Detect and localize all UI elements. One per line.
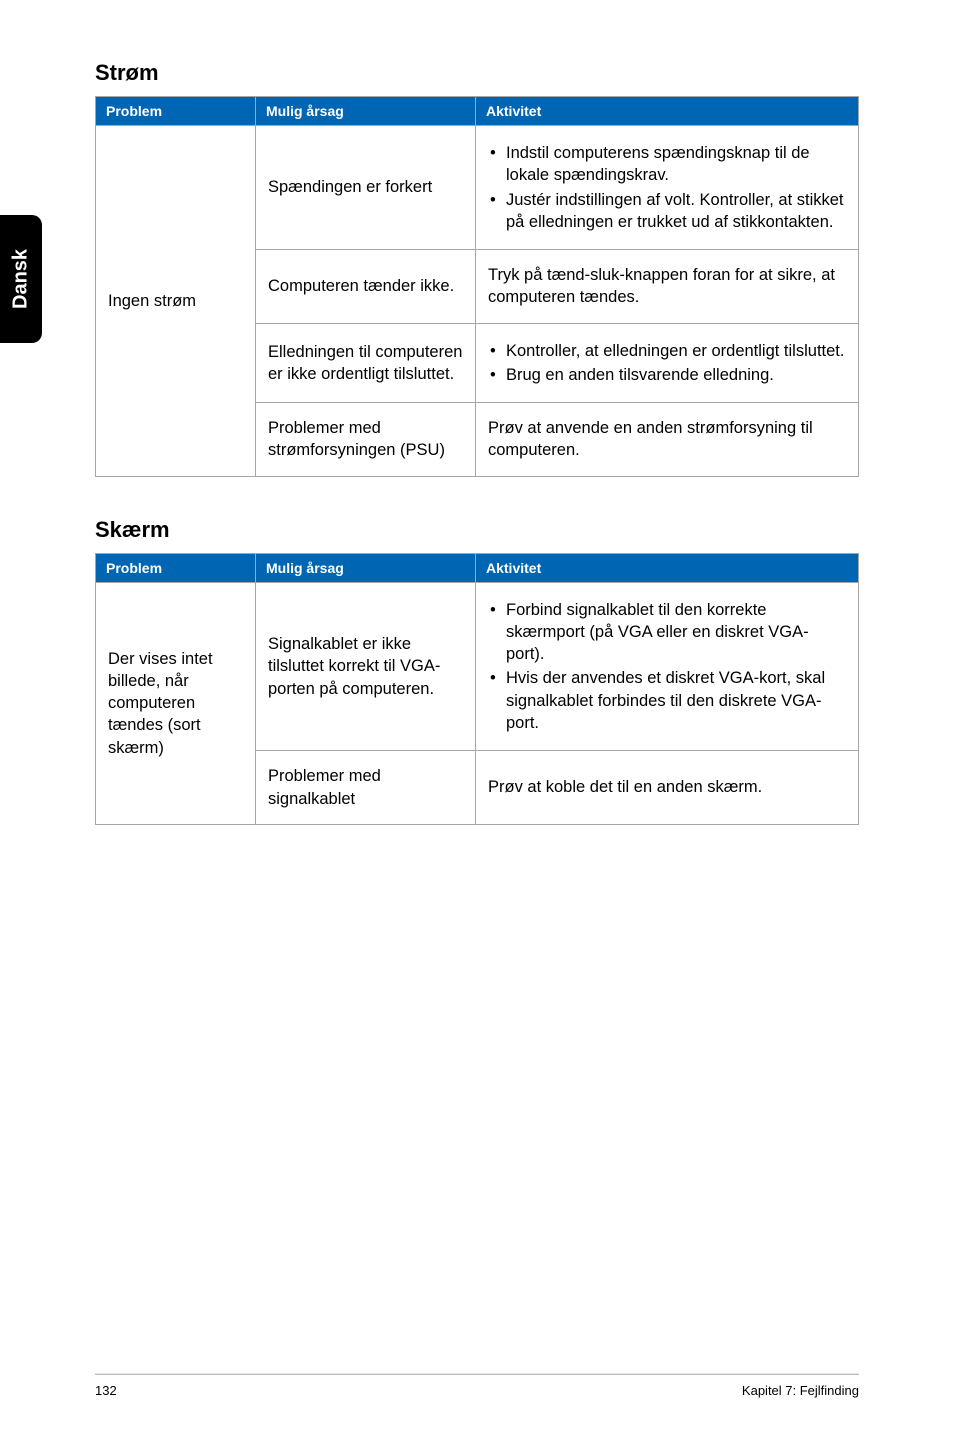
document-page: Dansk Strøm Problem Mulig årsag Aktivite…	[0, 0, 954, 1438]
display-table: Problem Mulig årsag Aktivitet Der vises …	[95, 553, 859, 825]
cause-cell: Elledningen til computeren er ikke orden…	[256, 323, 476, 403]
header-cause: Mulig årsag	[256, 553, 476, 582]
table-row: Ingen strøm Spændingen er forkert Indsti…	[96, 126, 859, 250]
page-number: 132	[95, 1383, 117, 1398]
action-cell: Kontroller, at elledningen er ordentligt…	[476, 323, 859, 403]
header-action: Aktivitet	[476, 553, 859, 582]
power-table: Problem Mulig årsag Aktivitet Ingen strø…	[95, 96, 859, 477]
action-cell: Forbind signalkablet til den korrekte sk…	[476, 582, 859, 751]
action-item: Justér indstillingen af volt. Kontroller…	[504, 189, 846, 234]
table-row: Der vises intet billede, når computeren …	[96, 582, 859, 751]
header-action: Aktivitet	[476, 97, 859, 126]
header-problem: Problem	[96, 97, 256, 126]
action-item: Hvis der anvendes et diskret VGA-kort, s…	[504, 667, 846, 734]
action-item: Indstil computerens spændingsknap til de…	[504, 142, 846, 187]
action-item: Brug en anden tilsvarende elledning.	[504, 364, 846, 386]
cause-cell: Problemer med strømforsyningen (PSU)	[256, 403, 476, 477]
section-title-display: Skærm	[95, 517, 859, 543]
table-header-row: Problem Mulig årsag Aktivitet	[96, 97, 859, 126]
section-title-power: Strøm	[95, 60, 859, 86]
language-side-tab: Dansk	[0, 215, 42, 343]
problem-cell: Der vises intet billede, når computeren …	[96, 582, 256, 824]
cause-cell: Signalkablet er ikke tilsluttet korrekt …	[256, 582, 476, 751]
action-item: Forbind signalkablet til den korrekte sk…	[504, 599, 846, 666]
problem-cell: Ingen strøm	[96, 126, 256, 477]
action-cell: Prøv at anvende en anden strømforsyning …	[476, 403, 859, 477]
action-item: Kontroller, at elledningen er ordentligt…	[504, 340, 846, 362]
action-cell: Indstil computerens spændingsknap til de…	[476, 126, 859, 250]
chapter-label: Kapitel 7: Fejlfinding	[742, 1383, 859, 1398]
header-cause: Mulig årsag	[256, 97, 476, 126]
action-cell: Prøv at koble det til en anden skærm.	[476, 751, 859, 825]
page-footer: 132 Kapitel 7: Fejlfinding	[95, 1374, 859, 1398]
action-list: Indstil computerens spændingsknap til de…	[488, 142, 846, 233]
table-header-row: Problem Mulig årsag Aktivitet	[96, 553, 859, 582]
action-list: Kontroller, at elledningen er ordentligt…	[488, 340, 846, 387]
action-cell: Tryk på tænd-sluk-knappen foran for at s…	[476, 250, 859, 324]
cause-cell: Problemer med signalkablet	[256, 751, 476, 825]
header-problem: Problem	[96, 553, 256, 582]
action-list: Forbind signalkablet til den korrekte sk…	[488, 599, 846, 735]
cause-cell: Computeren tænder ikke.	[256, 250, 476, 324]
cause-cell: Spændingen er forkert	[256, 126, 476, 250]
